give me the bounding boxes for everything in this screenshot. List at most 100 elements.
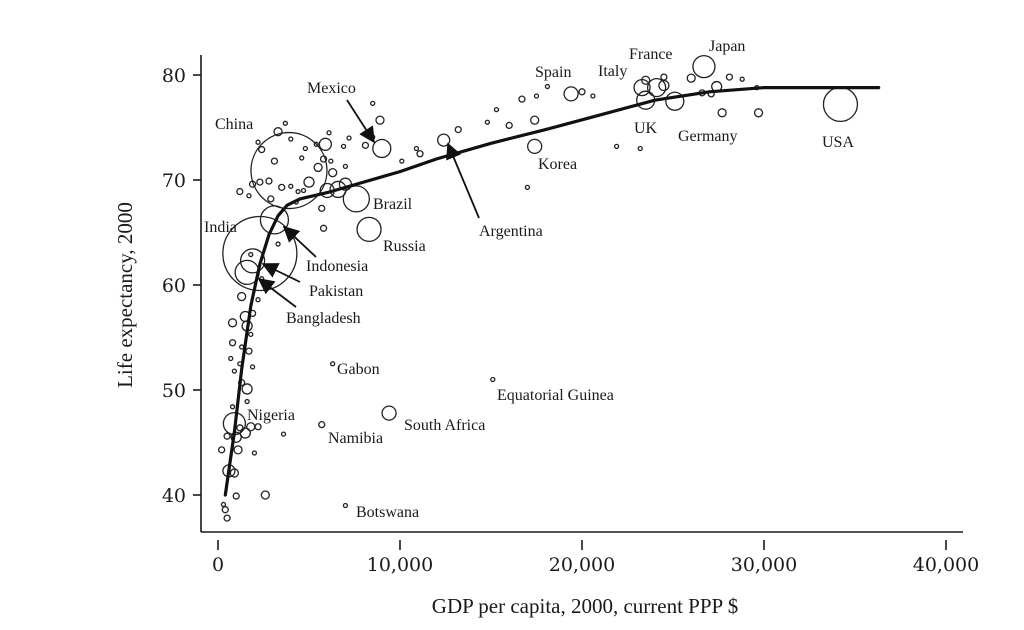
data-point xyxy=(251,450,258,456)
data-point xyxy=(753,108,764,118)
data-point-brazil xyxy=(342,185,370,213)
data-point xyxy=(228,355,234,362)
y-tick-label: 70 xyxy=(162,170,186,192)
label-spain: Spain xyxy=(535,64,571,81)
data-point xyxy=(255,139,261,145)
data-point xyxy=(228,339,237,347)
data-point xyxy=(530,115,540,125)
data-point-pakistan xyxy=(239,248,266,274)
label-pakistan: Pakistan xyxy=(309,283,363,300)
data-point xyxy=(590,93,596,99)
data-point xyxy=(280,431,287,437)
data-point-italy xyxy=(633,78,651,97)
data-point xyxy=(237,291,247,302)
data-point xyxy=(319,224,328,232)
data-point-equatorial-guinea xyxy=(490,376,496,383)
x-axis-title: GDP per capita, 2000, current PPP $ xyxy=(432,594,738,618)
label-japan: Japan xyxy=(709,38,745,55)
data-point-russia xyxy=(356,216,382,243)
data-point xyxy=(342,163,349,170)
y-tick-label: 60 xyxy=(162,275,186,297)
data-point xyxy=(303,176,315,188)
data-point xyxy=(223,514,231,522)
data-point-botswana xyxy=(342,502,349,509)
data-point xyxy=(524,184,531,191)
data-point xyxy=(658,79,670,92)
data-point xyxy=(313,141,319,147)
data-point xyxy=(248,251,254,258)
data-point xyxy=(454,125,462,134)
y-tick-label: 80 xyxy=(162,65,186,87)
data-point xyxy=(273,127,283,137)
data-point xyxy=(248,331,254,338)
y-axis: 40 50 60 70 80 xyxy=(162,55,202,532)
y-tick-label: 40 xyxy=(162,485,186,507)
data-point-spain xyxy=(563,86,579,102)
data-point xyxy=(254,423,262,431)
y-tick-label: 50 xyxy=(162,380,186,402)
data-point xyxy=(637,145,643,152)
label-russia: Russia xyxy=(383,238,426,255)
data-point xyxy=(282,120,288,126)
data-point xyxy=(246,193,252,199)
country-labels: China Mexico Brazil Russia India Indones… xyxy=(204,38,854,521)
data-point xyxy=(260,490,270,500)
label-botswana: Botswana xyxy=(356,504,419,521)
bangladesh-arrow xyxy=(257,278,297,308)
data-point-argentina xyxy=(437,133,451,147)
data-point xyxy=(493,107,500,113)
data-point xyxy=(505,121,513,130)
y-axis-ticks: 40 50 60 70 80 xyxy=(162,65,201,507)
data-point xyxy=(544,83,551,90)
label-argentina: Argentina xyxy=(479,223,543,240)
label-uk: UK xyxy=(634,120,658,137)
data-points xyxy=(217,54,859,522)
x-tick-label: 20,000 xyxy=(549,554,615,576)
x-tick-label: 30,000 xyxy=(731,554,797,576)
label-namibia: Namibia xyxy=(328,430,383,447)
data-point-korea xyxy=(527,138,543,155)
data-point xyxy=(239,344,245,350)
data-point xyxy=(361,141,370,150)
data-point xyxy=(229,468,240,478)
pakistan-arrow xyxy=(261,263,301,283)
x-tick-label: 10,000 xyxy=(367,554,433,576)
data-point xyxy=(326,130,332,136)
data-point xyxy=(370,100,376,106)
data-point xyxy=(221,506,229,514)
data-point xyxy=(399,158,405,164)
data-point xyxy=(233,445,243,455)
data-point-south-africa xyxy=(381,405,397,421)
data-point xyxy=(229,404,236,410)
indonesia-arrow xyxy=(282,225,317,258)
data-point xyxy=(236,424,244,432)
data-point xyxy=(275,241,281,247)
data-point xyxy=(725,73,734,81)
data-point xyxy=(288,183,294,189)
data-point-namibia xyxy=(318,420,326,429)
data-point xyxy=(313,162,323,173)
data-point xyxy=(318,204,326,213)
data-point xyxy=(340,143,347,150)
data-point xyxy=(245,347,253,355)
data-point xyxy=(267,195,275,203)
label-mexico: Mexico xyxy=(307,80,356,97)
data-point xyxy=(518,95,526,103)
data-point xyxy=(300,187,307,194)
data-point xyxy=(302,145,309,152)
label-brazil: Brazil xyxy=(373,196,413,213)
data-point xyxy=(484,119,491,125)
label-gabon: Gabon xyxy=(337,361,380,378)
mexico-arrow xyxy=(346,99,375,144)
label-bangladesh: Bangladesh xyxy=(286,310,361,327)
label-indonesia: Indonesia xyxy=(306,258,368,275)
data-point-china xyxy=(250,131,328,210)
data-point xyxy=(375,115,385,125)
data-point-france xyxy=(646,77,667,98)
data-point xyxy=(295,188,301,195)
label-equatorial-guinea: Equatorial Guinea xyxy=(497,387,614,404)
data-point xyxy=(278,183,286,192)
data-point xyxy=(249,364,256,370)
data-point xyxy=(613,143,620,150)
